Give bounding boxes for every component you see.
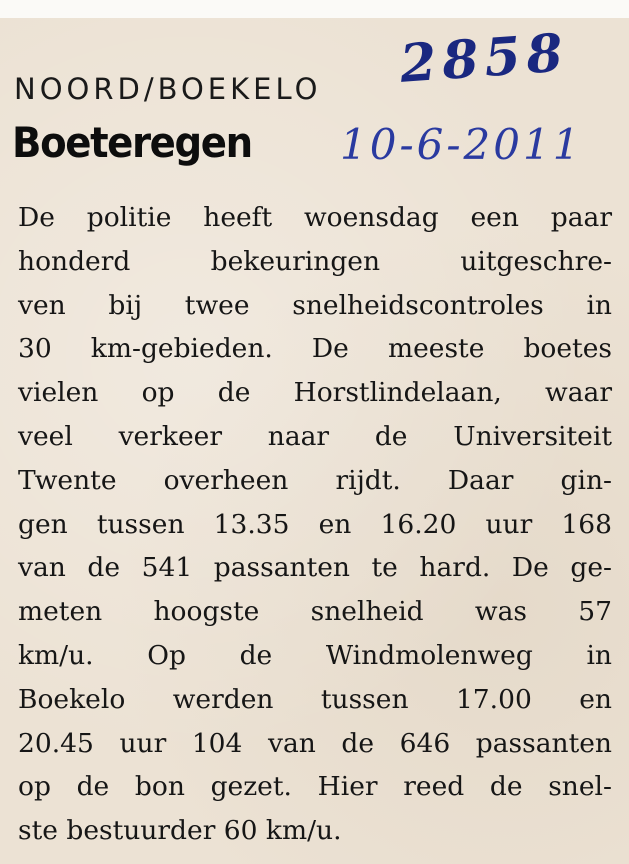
section-kicker: NOORD/BOEKELO (14, 72, 322, 106)
body-line: vielen op de Horstlindelaan, waar (18, 377, 612, 409)
handwritten-number: 2858 (398, 22, 571, 95)
body-line: Boekelo werden tussen 17.00 en (18, 683, 612, 715)
body-line: honderd bekeuringen uitgeschre- (18, 245, 612, 277)
body-line: van de 541 passanten te hard. De ge- (18, 552, 612, 584)
body-line: 20.45 uur 104 van de 646 passanten (18, 727, 612, 759)
body-line: ven bij twee snelheidscontroles in (18, 289, 612, 321)
body-line: km/u. Op de Windmolenweg in (18, 639, 612, 671)
body-line: gen tussen 13.35 en 16.20 uur 168 (18, 508, 612, 540)
body-line: meten hoogste snelheid was 57 (18, 596, 612, 628)
handwritten-date: 10-6-2011 (340, 120, 583, 169)
body-line: De politie heeft woensdag een paar (18, 202, 612, 233)
body-line: ste bestuurder 60 km/u. (18, 815, 342, 847)
article-body: De politie heeft woensdag een paar honde… (18, 196, 612, 853)
newspaper-clipping (0, 18, 629, 864)
body-line: op de bon gezet. Hier reed de snel- (18, 771, 612, 803)
headline: Boeteregen (12, 118, 253, 167)
body-line: veel verkeer naar de Universiteit (18, 420, 612, 452)
body-line: Twente overheen rijdt. Daar gin- (18, 464, 612, 496)
body-line: 30 km-gebieden. De meeste boetes (18, 333, 612, 365)
